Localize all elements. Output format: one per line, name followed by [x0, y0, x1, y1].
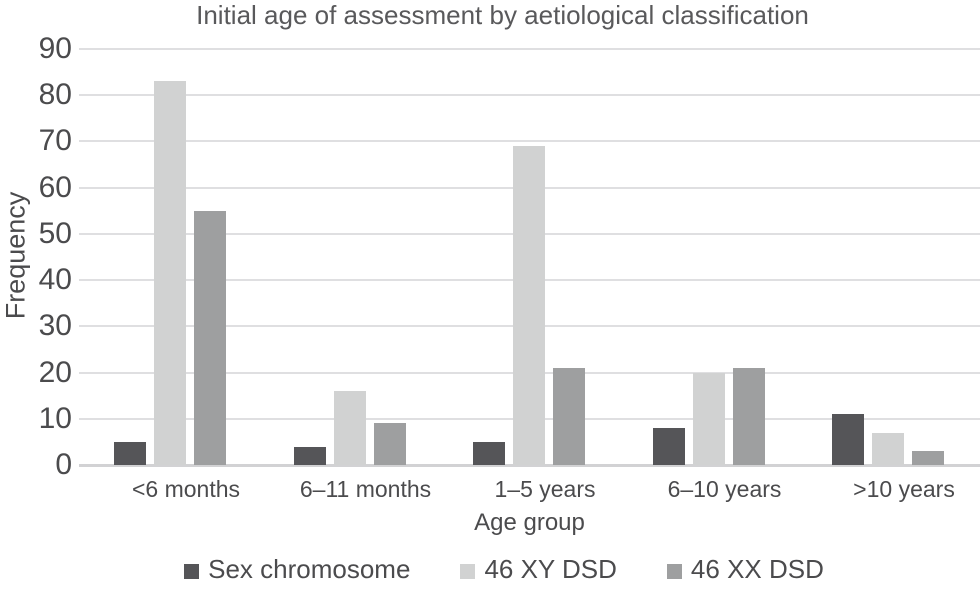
bar-46-xy-dsd	[154, 81, 186, 465]
bar-sex-chromosome	[114, 441, 146, 465]
y-tick-label: 20	[38, 355, 72, 389]
bar-sex-chromosome	[832, 414, 864, 465]
x-tick-label: 6–11 months	[299, 476, 432, 502]
legend-label: 46 XY DSD	[484, 554, 617, 584]
bar-46-xy-dsd	[872, 432, 904, 465]
x-axis-title: Age group	[474, 509, 585, 536]
x-tick-label: <6 months	[131, 476, 241, 502]
y-tick-label: 50	[38, 216, 72, 250]
y-tick-label: 0	[55, 448, 72, 481]
bar-46-xy-dsd	[333, 391, 366, 465]
legend: Sex chromosome 46 XY DSD 46 XX DSD	[0, 553, 980, 585]
y-tick-label: 30	[38, 309, 72, 343]
x-tick-label: >10 years	[853, 476, 955, 502]
legend-swatch	[184, 563, 200, 579]
bar-46-xy-dsd	[513, 146, 545, 465]
x-tick-label: 1–5 years	[494, 476, 596, 502]
bar-46-xx-dsd	[912, 451, 944, 465]
y-tick-label: 40	[38, 263, 72, 297]
y-tick-label: 10	[38, 401, 72, 435]
legend-swatch	[666, 563, 682, 579]
bar-sex-chromosome	[652, 428, 685, 465]
y-tick-label: 60	[38, 170, 72, 204]
bar-sex-chromosome	[293, 446, 326, 465]
legend-item: 46 XY DSD	[460, 553, 617, 585]
y-gridline	[79, 48, 980, 50]
bar-46-xx-dsd	[732, 367, 765, 465]
x-tick-label: 6–10 years	[667, 476, 782, 502]
y-tick-label: 90	[38, 32, 72, 65]
y-tick-label: 70	[38, 124, 72, 158]
legend-swatch	[460, 563, 476, 579]
bar-46-xx-dsd	[194, 210, 226, 465]
legend-item: 46 XX DSD	[666, 553, 824, 585]
bar-46-xy-dsd	[692, 372, 725, 465]
y-gridline	[79, 94, 980, 97]
legend-item: Sex chromosome	[184, 553, 410, 585]
bar-46-xx-dsd	[373, 423, 406, 465]
legend-label: Sex chromosome	[208, 554, 411, 584]
y-tick-label: 80	[38, 78, 72, 112]
bar-46-xx-dsd	[553, 367, 585, 465]
x-axis-line	[79, 464, 980, 467]
y-gridline	[79, 140, 980, 143]
chart-title: Initial age of assessment by aetiologica…	[196, 0, 809, 30]
bar-sex-chromosome	[473, 441, 505, 465]
legend-label: 46 XX DSD	[690, 554, 824, 584]
